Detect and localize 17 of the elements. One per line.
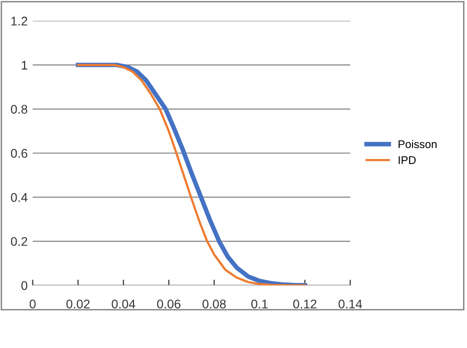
y-tick-label: 0.8	[10, 104, 28, 114]
y-tick-label: 0	[21, 281, 28, 290]
x-tick-label: 0	[30, 300, 36, 308]
y-tick-label: 1	[22, 60, 28, 70]
x-tick-label: 0.1	[251, 300, 268, 308]
x-tick-label: 0.02	[66, 300, 90, 308]
x-tick-label: 0.12	[293, 300, 316, 308]
legend-label: Poisson	[398, 140, 437, 148]
y-tick-label: 0.4	[10, 193, 28, 202]
x-tick-label: 0.08	[202, 300, 226, 308]
y-tick-label: 0.6	[10, 148, 28, 158]
y-tick-label: 0.2	[10, 237, 28, 246]
x-tick-label: 0.14	[338, 300, 362, 308]
legend-label: IPD	[398, 156, 416, 164]
x-tick-label: 0.04	[112, 300, 136, 308]
y-tick-label: 1.2	[11, 16, 28, 26]
x-tick-label: 0.06	[157, 300, 180, 308]
